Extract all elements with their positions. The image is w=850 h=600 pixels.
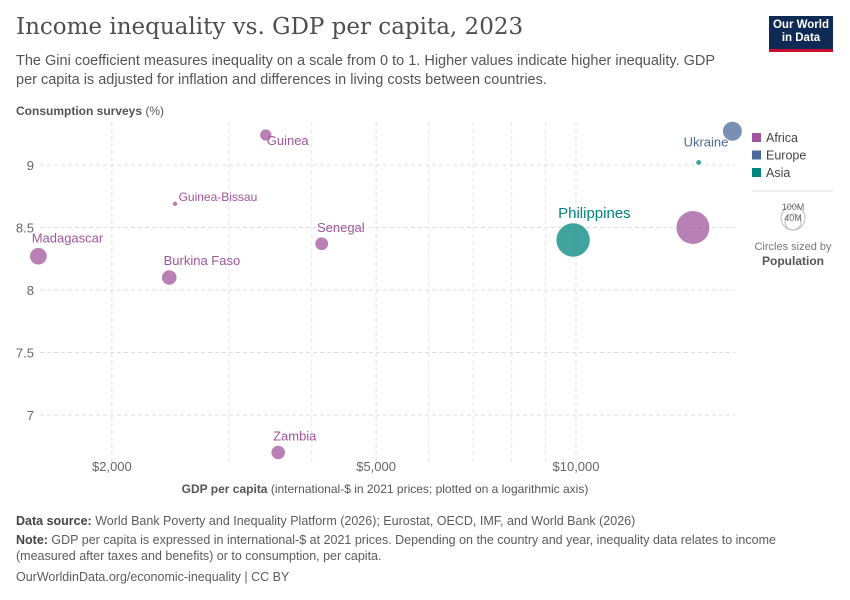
legend-swatch xyxy=(752,133,761,142)
legend-swatch xyxy=(752,150,761,160)
legend-label: Europe xyxy=(766,149,806,163)
legend-label: Africa xyxy=(766,131,798,145)
legend-label: Asia xyxy=(766,166,790,180)
y-tick-label: 8.5 xyxy=(16,221,34,236)
note-label: Note: xyxy=(16,533,48,547)
data-point[interactable] xyxy=(555,222,591,258)
footer-url[interactable]: OurWorldinData.org/economic-inequality |… xyxy=(16,570,290,584)
size-legend-variable: Population xyxy=(762,254,824,268)
point-label: Madagascar xyxy=(32,231,104,246)
size-legend-small-circle xyxy=(784,213,802,231)
point-label: Zambia xyxy=(273,428,317,443)
x-tick-label: $5,000 xyxy=(356,459,396,474)
point-label: Guinea xyxy=(267,133,310,148)
x-axis-label-main: GDP per capita xyxy=(182,482,268,496)
data-source: Data source: World Bank Poverty and Ineq… xyxy=(16,513,836,529)
y-tick-label: 7 xyxy=(27,408,34,423)
y-tick-label: 8 xyxy=(27,283,34,298)
point-label: Senegal xyxy=(317,220,365,235)
source-label: Data source: xyxy=(16,514,92,528)
note: Note: GDP per capita is expressed in int… xyxy=(16,532,836,564)
size-legend-small-label: 40M xyxy=(784,213,802,223)
data-point[interactable] xyxy=(270,445,286,460)
y-tick-label: 7.5 xyxy=(16,346,34,361)
x-tick-label: $2,000 xyxy=(92,459,132,474)
data-point[interactable] xyxy=(161,269,178,286)
data-point[interactable] xyxy=(29,247,48,266)
point-label: Guinea-Bissau xyxy=(179,190,258,204)
data-point[interactable] xyxy=(695,159,702,166)
logo-line-1: Our World xyxy=(772,19,829,31)
chart-subtitle: The Gini coefficient measures inequality… xyxy=(16,53,715,88)
size-legend-large-label: 100M xyxy=(782,202,805,212)
source-text: World Bank Poverty and Inequality Platfo… xyxy=(91,514,636,528)
owid-logo[interactable]: Our World in Data xyxy=(769,16,833,52)
x-tick-label: $10,000 xyxy=(553,459,600,474)
data-point[interactable] xyxy=(314,236,329,251)
data-point[interactable] xyxy=(722,121,743,142)
x-axis-label: GDP per capita (international-$ in 2021 … xyxy=(182,482,589,496)
y-axis-label: Consumption surveys (%) xyxy=(16,104,164,118)
y-axis-label-unit: (%) xyxy=(142,104,164,118)
data-point[interactable] xyxy=(259,128,272,142)
size-legend-caption: Circles sized by xyxy=(754,241,832,253)
data-point[interactable] xyxy=(172,200,178,207)
point-label: Burkina Faso xyxy=(164,253,241,268)
point-label: Philippines xyxy=(558,205,631,222)
note-text: GDP per capita is expressed in internati… xyxy=(16,533,776,563)
x-axis-label-unit: (international-$ in 2021 prices; plotted… xyxy=(267,482,588,496)
logo-line-2: in Data xyxy=(781,32,821,44)
chart-title: Income inequality vs. GDP per capita, 20… xyxy=(16,14,524,40)
y-tick-label: 9 xyxy=(27,158,34,173)
data-point[interactable] xyxy=(675,210,711,245)
legend-swatch xyxy=(752,168,761,177)
point-label: Ukraine xyxy=(684,134,729,149)
y-axis-label-main: Consumption surveys xyxy=(16,104,142,118)
